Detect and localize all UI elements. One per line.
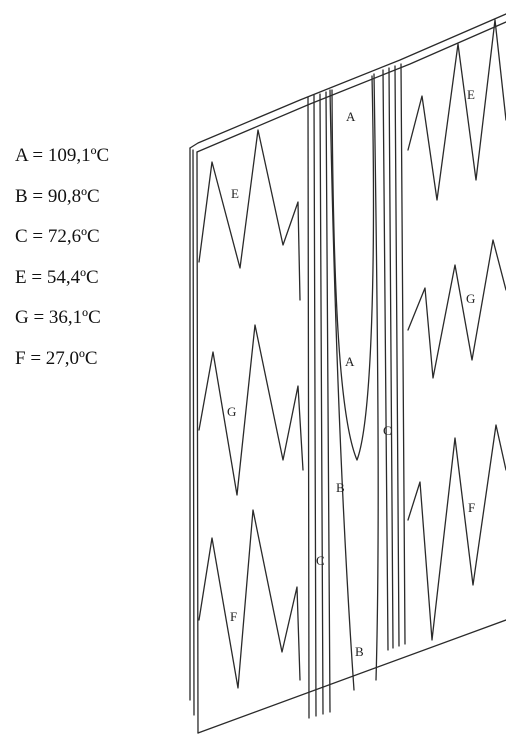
zone-label-c-left: C xyxy=(316,553,325,568)
legend-item-c: C = 72,6ºC xyxy=(15,226,100,248)
isotherm-b-center xyxy=(329,89,355,691)
isotherm-c-right-2 xyxy=(388,67,394,649)
zone-label-f-right: F xyxy=(468,500,475,515)
zone-label-f-left: F xyxy=(230,609,237,624)
panel-left-edge-2 xyxy=(192,149,195,716)
isotherm-f-left xyxy=(198,509,301,689)
zone-label-e-left: E xyxy=(231,186,239,201)
zone-label-e-right: E xyxy=(467,87,475,102)
isotherm-c-left-1 xyxy=(307,96,310,719)
isotherm-c-left-2 xyxy=(313,94,317,717)
isotherm-e-right xyxy=(407,19,506,201)
panel-bottom-edge xyxy=(197,619,506,734)
panel-top-edge xyxy=(189,13,506,149)
zone-label-b-mid: B xyxy=(336,480,345,495)
isotherm-g-left xyxy=(198,324,304,496)
isotherm-c-right-3 xyxy=(394,65,400,647)
legend-item-a: A = 109,1ºC xyxy=(15,145,110,166)
legend-item-g: G = 36,1ºC xyxy=(15,307,101,329)
isotherm-b-right xyxy=(373,73,379,681)
zone-label-a-mid: A xyxy=(345,354,355,369)
isotherm-g-right xyxy=(407,239,506,379)
isotherm-c-right-4 xyxy=(400,63,406,645)
isotherm-f-right xyxy=(407,424,506,641)
legend-item-e: E = 54,4ºC xyxy=(15,266,99,288)
zone-label-g-right: G xyxy=(466,291,475,306)
isotherm-c-right-1 xyxy=(382,69,389,651)
panel-top-edge-inner xyxy=(196,21,506,153)
panel-left-edge-3 xyxy=(196,151,199,734)
zone-label-a-top: A xyxy=(346,109,356,124)
temperature-legend: A = 109,1ºC B = 90,8ºC C = 72,6ºC E = 54… xyxy=(15,146,109,390)
zone-label-b-bottom: B xyxy=(355,644,364,659)
legend-item-b: B = 90,8ºC xyxy=(15,185,100,207)
zone-label-c-right: C xyxy=(383,423,392,438)
zone-label-g-left: G xyxy=(227,404,236,419)
isotherm-e-left xyxy=(198,129,301,301)
isotherm-c-left-4 xyxy=(325,91,331,713)
legend-item-f: F = 27,0ºC xyxy=(15,347,98,369)
isotherm-a-center xyxy=(331,75,375,461)
isotherm-c-left-3 xyxy=(319,93,324,715)
